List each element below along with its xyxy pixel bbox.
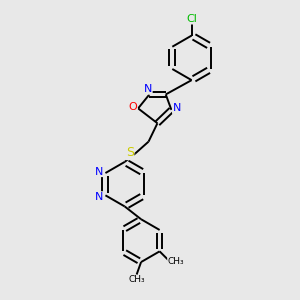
Text: S: S [126,146,134,160]
Text: N: N [144,84,152,94]
Text: CH₃: CH₃ [128,275,145,284]
Text: N: N [172,103,181,113]
Text: N: N [95,167,103,176]
Text: Cl: Cl [186,14,197,24]
Text: N: N [95,192,103,202]
Text: O: O [128,103,137,112]
Text: CH₃: CH₃ [168,257,184,266]
